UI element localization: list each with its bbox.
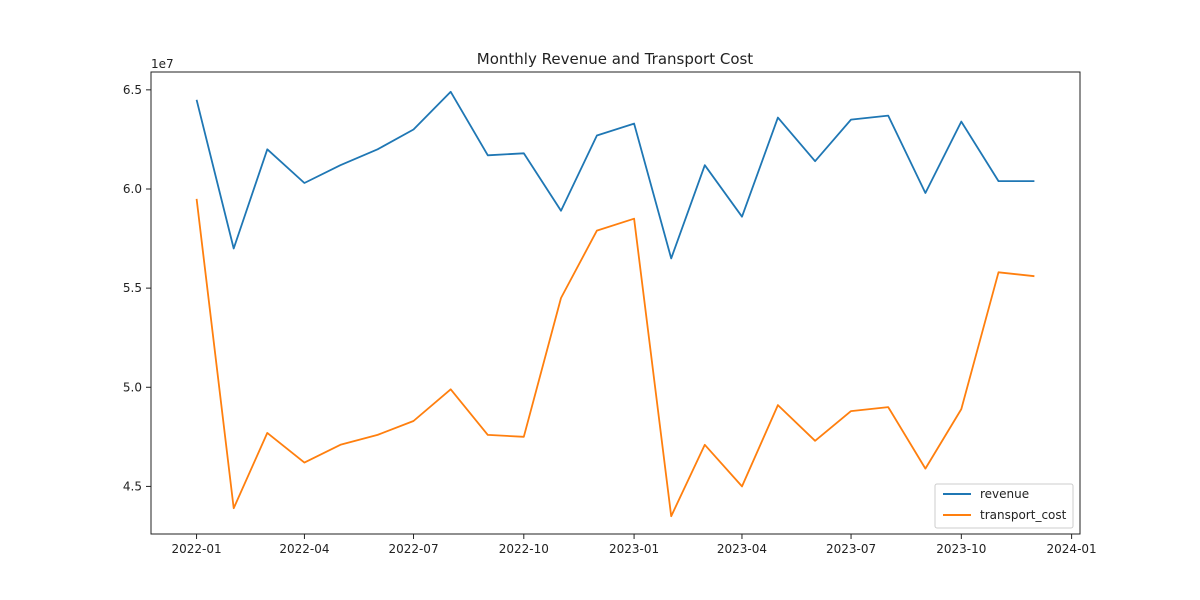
x-tick-label: 2023-07 [826,542,876,556]
y-tick-label: 6.0 [123,182,142,196]
series-line-revenue [195,90,1035,260]
chart-title: Monthly Revenue and Transport Cost [477,50,754,68]
plot-area [150,71,1081,535]
x-tick-label: 2023-10 [936,542,986,556]
y-tick-label: 4.5 [123,479,142,493]
y-tick-label: 6.5 [123,83,142,97]
y-axis: 4.5 5.0 5.5 6.0 6.5 [123,83,151,493]
x-tick-label: 2022-07 [388,542,438,556]
x-tick-label: 2022-01 [171,542,221,556]
x-tick-label: 2023-01 [609,542,659,556]
x-tick-label: 2022-04 [279,542,329,556]
y-offset-label: 1e7 [151,57,174,71]
x-tick-label: 2022-10 [499,542,549,556]
x-axis: 2022-01 2022-04 2022-07 2022-10 2023-01 2023-… [171,534,1097,556]
x-tick-label: 2023-04 [717,542,767,556]
legend: revenue transport_cost [934,483,1074,529]
series-line-transport-cost [195,198,1035,518]
legend-label-transport-cost: transport_cost [980,508,1067,522]
y-tick-label: 5.0 [123,380,142,394]
x-tick-label: 2024-01 [1047,542,1097,556]
y-tick-label: 5.5 [123,281,142,295]
legend-label-revenue: revenue [980,487,1029,501]
series-lines [195,90,1035,518]
